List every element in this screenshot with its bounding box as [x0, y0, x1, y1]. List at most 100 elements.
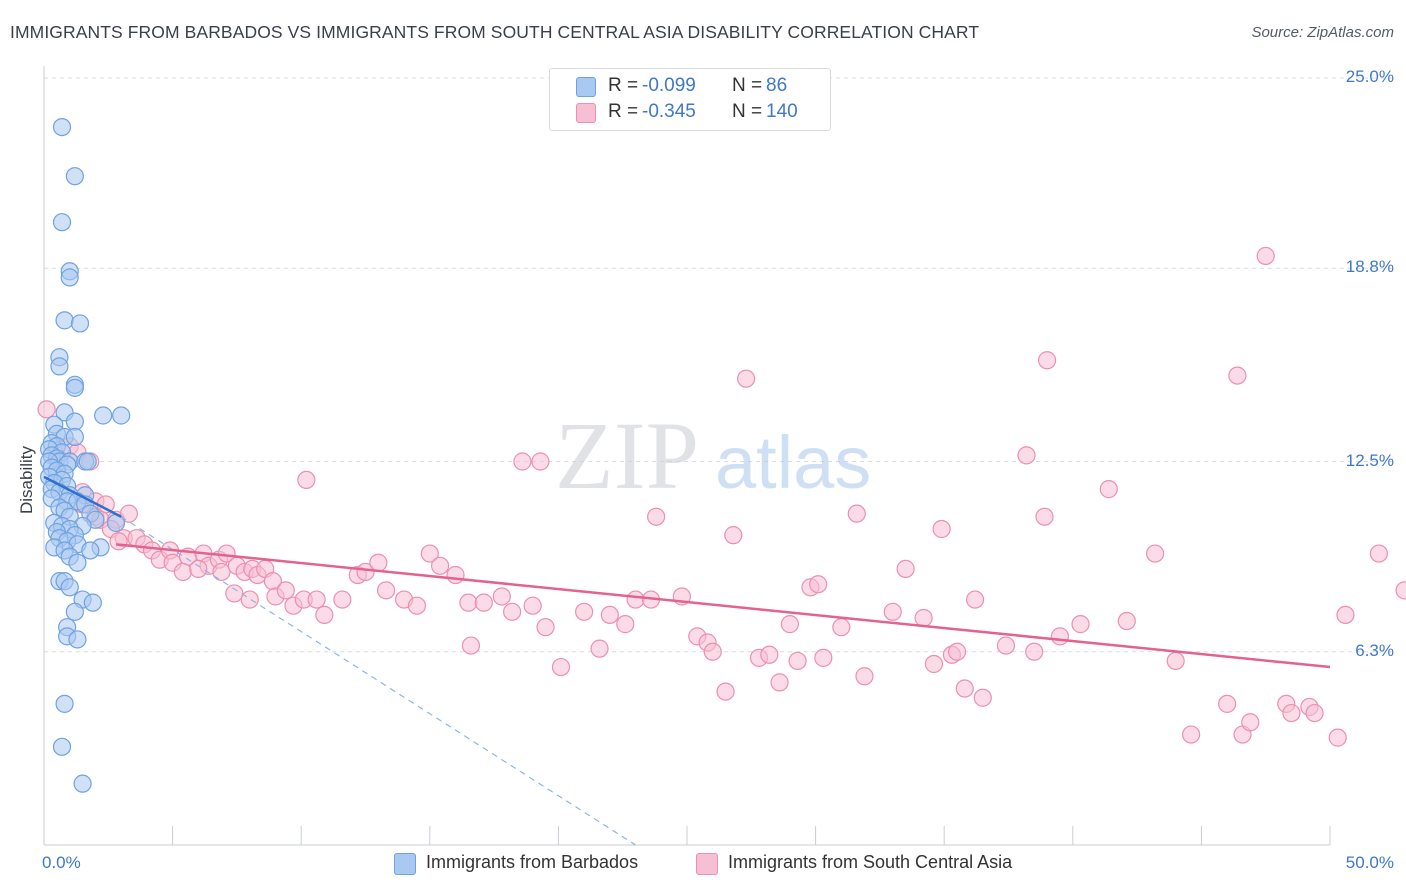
trend-extension-barbados — [120, 516, 636, 846]
bottom-legend-label-south-central-asia: Immigrants from South Central Asia — [728, 852, 1013, 872]
point-south-central-asia — [315, 605, 334, 625]
chart-title: IMMIGRANTS FROM BARBADOS VS IMMIGRANTS F… — [10, 22, 980, 42]
watermark-atlas: atlas — [715, 421, 871, 504]
bottom-legend-swatch-barbados — [394, 853, 416, 875]
point-south-central-asia — [1071, 615, 1090, 634]
point-south-central-asia — [647, 507, 666, 526]
bottom-legend-barbados[interactable]: Immigrants from Barbados — [394, 850, 674, 876]
point-barbados — [65, 427, 84, 447]
point-south-central-asia — [737, 369, 756, 388]
point-barbados — [70, 314, 90, 333]
trend-lines — [43, 475, 1331, 846]
legend-r-value: -0.099 — [642, 75, 696, 96]
point-south-central-asia — [461, 636, 481, 655]
point-south-central-asia — [924, 654, 944, 674]
legend-r-label: R = — [608, 101, 639, 122]
point-south-central-asia — [276, 581, 295, 600]
point-south-central-asia — [492, 587, 511, 606]
point-barbados — [65, 378, 84, 397]
point-south-central-asia — [600, 605, 619, 625]
point-barbados — [65, 167, 84, 186]
point-south-central-asia — [119, 504, 138, 523]
point-south-central-asia — [459, 593, 478, 612]
point-south-central-asia — [965, 590, 985, 609]
point-barbados — [73, 774, 92, 793]
point-south-central-asia — [973, 688, 992, 707]
point-south-central-asia — [1037, 351, 1057, 370]
legend-n-value: 140 — [766, 101, 798, 122]
point-south-central-asia — [814, 648, 833, 667]
point-south-central-asia — [523, 596, 542, 615]
point-south-central-asia — [724, 526, 743, 545]
point-south-central-asia — [503, 602, 522, 621]
point-south-central-asia — [474, 593, 493, 612]
point-barbados — [50, 357, 69, 376]
trend-line-barbados — [43, 475, 122, 518]
point-south-central-asia — [626, 590, 645, 609]
point-south-central-asia — [896, 559, 915, 578]
point-south-central-asia — [1035, 507, 1054, 526]
point-south-central-asia — [1117, 611, 1136, 631]
point-south-central-asia — [1218, 694, 1237, 713]
y-tick-label: 18.8% — [1345, 257, 1394, 277]
point-south-central-asia — [1369, 544, 1388, 563]
trend-line-south-central-asia — [115, 543, 1331, 669]
legend-n-label: N = — [732, 75, 763, 96]
point-south-central-asia — [716, 682, 735, 701]
point-south-central-asia — [1395, 581, 1406, 600]
point-south-central-asia — [173, 562, 192, 582]
point-south-central-asia — [356, 562, 375, 582]
point-barbados — [60, 268, 79, 287]
point-south-central-asia — [430, 556, 450, 575]
bottom-legend-swatch-south-central-asia — [696, 853, 718, 875]
point-south-central-asia — [37, 400, 56, 419]
point-barbados — [68, 553, 87, 572]
point-barbados — [60, 578, 79, 597]
watermark: ZIP atlas — [555, 402, 871, 509]
point-south-central-asia — [932, 519, 951, 539]
legend-n-label: N = — [732, 101, 763, 122]
point-south-central-asia — [109, 532, 128, 551]
point-barbados — [52, 737, 72, 756]
point-south-central-asia — [551, 657, 571, 677]
point-south-central-asia — [883, 602, 902, 621]
x-tick-label-max: 50.0% — [1345, 853, 1394, 872]
point-south-central-asia — [760, 645, 779, 664]
legend-r-value: -0.345 — [642, 101, 696, 122]
point-south-central-asia — [333, 590, 352, 609]
watermark-zip: ZIP — [555, 402, 699, 509]
point-south-central-asia — [703, 642, 722, 661]
legend-n-value: 86 — [766, 75, 788, 96]
point-south-central-asia — [788, 651, 807, 671]
x-tick-label-min: 0.0% — [42, 853, 81, 872]
point-south-central-asia — [1146, 544, 1165, 563]
point-south-central-asia — [780, 615, 799, 634]
legend: R = -0.099 N = 86 R = -0.345 N = 140 — [549, 68, 831, 131]
point-south-central-asia — [1256, 246, 1275, 266]
point-south-central-asia — [1050, 627, 1070, 646]
point-barbados — [52, 117, 72, 137]
point-south-central-asia — [770, 673, 789, 692]
point-barbados — [81, 541, 100, 560]
point-south-central-asia — [1282, 703, 1301, 723]
legend-swatch-barbados — [576, 77, 596, 97]
point-barbados — [55, 311, 74, 330]
point-south-central-asia — [947, 642, 967, 661]
point-south-central-asia — [1182, 725, 1201, 744]
point-south-central-asia — [1305, 703, 1324, 723]
bottom-legend-label-barbados: Immigrants from Barbados — [426, 852, 639, 872]
point-south-central-asia — [307, 590, 326, 609]
point-south-central-asia — [855, 667, 874, 686]
point-barbados — [68, 630, 87, 649]
point-barbados — [78, 452, 97, 471]
y-tick-label: 12.5% — [1345, 450, 1394, 470]
point-south-central-asia — [376, 581, 396, 600]
point-south-central-asia — [1166, 651, 1185, 671]
point-barbados — [65, 412, 84, 431]
bottom-legend-south-central-asia[interactable]: Immigrants from South Central Asia — [696, 850, 1066, 876]
point-barbados — [52, 213, 72, 232]
point-south-central-asia — [240, 590, 259, 609]
point-south-central-asia — [847, 504, 866, 523]
point-south-central-asia — [407, 596, 427, 615]
